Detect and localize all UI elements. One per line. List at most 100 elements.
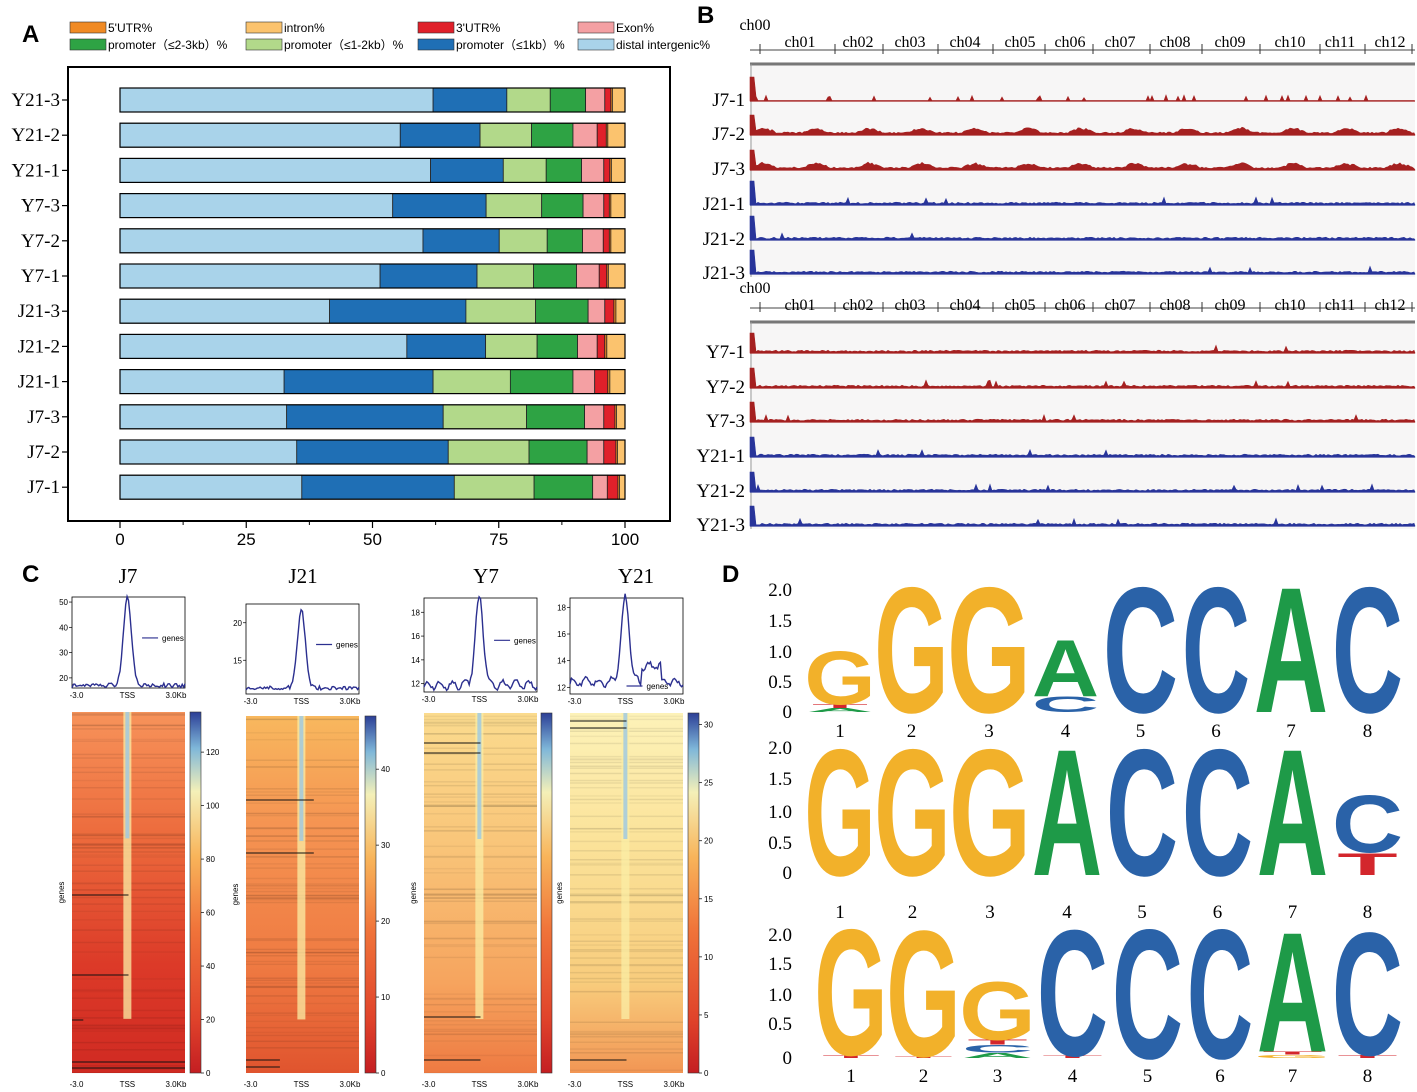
heatmap-noise [246,1020,359,1023]
logo-letter-C: C [962,1043,1033,1055]
bar-segment-exon [576,263,600,289]
chromosome-label: ch06 [1054,34,1085,51]
profile-ytick-label: 50 [59,598,68,607]
logo-letter-A: A [962,1051,1033,1059]
track-signal [749,215,1416,241]
bar-segment-p12 [498,228,548,254]
logo-ytick-label: 1.0 [768,985,792,1006]
heatmap-noise [424,1033,537,1035]
profile-ytick-label: 16 [557,630,566,639]
bar-segment-exon [585,87,606,113]
legend-swatch-exon [577,21,615,34]
panel-letter-d: D [722,561,739,588]
track-signal [749,436,1416,458]
bar-segment-utr3 [603,439,617,465]
colorbar-tick-label: 120 [206,748,220,757]
heatmap-xtick-label: 3.0Kb [340,1080,361,1089]
logo-position-label: 6 [1213,902,1223,923]
track-signal [749,401,1416,423]
heatmap-noise [570,1033,683,1036]
colorbar-tick-label: 0 [381,1069,386,1078]
heatmap-xtick-label: -3.0 [244,1080,258,1089]
track-label: J7-2 [712,124,745,145]
chromosome-label: ch10 [1274,297,1305,314]
chromosome-label: ch09 [1214,297,1245,314]
track-label: Y7-2 [706,377,745,398]
logo-position-label: 8 [1363,721,1373,742]
chromosome-label: ch03 [894,297,925,314]
logo-position-label: 1 [835,902,845,923]
bar-J21-2: J21-2 [18,333,626,359]
bar-segment-p1 [392,193,487,219]
bar-segment-utr3 [596,333,606,359]
bar-Y7-2: Y7-2 [21,228,626,254]
heatmap-noise [72,1068,185,1071]
bar-segment-exon [577,333,598,359]
legend-swatch-p23 [69,38,107,51]
logo-letter-C: C [1112,892,1183,1092]
category-label: Y7-1 [21,266,60,287]
bar-outline [119,474,626,500]
bar-segment-p23 [526,404,586,430]
bar-segment-intron [615,298,626,324]
bar-segment-p1 [432,87,508,113]
bar-Y7-1: Y7-1 [21,263,626,289]
chromosome-label: ch07 [1104,34,1135,51]
heatmap-row-label: genes [57,882,66,904]
heatmap-noise [424,1028,537,1031]
heatmap-tss-signal [475,713,484,1019]
colorbar [189,711,202,1074]
x-tick-label: 100 [611,530,639,549]
logo-letter-A: A [1032,624,1099,714]
logo-letter-G: G [814,893,887,1092]
heatmap-noise [570,1041,683,1044]
bar-segment-exon [581,157,605,183]
logo-position-label: 7 [1288,1066,1298,1087]
bar-segment-p23 [536,333,578,359]
bar-segment-p23 [546,228,583,254]
bar-segment-intron [607,122,626,148]
heatmap-noise [424,1054,537,1057]
profile-line [71,593,186,689]
heatmap-noise [72,1030,185,1032]
legend-swatch-intron [245,21,283,34]
chromosome-label: ch04 [949,297,980,314]
colorbar [687,712,700,1074]
bar-segment-p23 [541,193,584,219]
bar-segment-distal [119,333,408,359]
plot-frame [67,66,671,522]
bar-outline [119,122,626,148]
heatmap-noise [570,1032,683,1034]
legend-label-intron: intron% [284,21,325,35]
colorbar-tick-label: 0 [704,1069,709,1078]
bar-segment-p1 [296,439,449,465]
heatmap-noise [72,1071,185,1074]
bar-outline [119,439,626,465]
colorbar-tick-label: 15 [704,895,713,904]
bar-segment-intron [607,263,626,289]
bar-outline [119,263,626,289]
bar-J7-3: J7-3 [27,404,626,430]
logo-position-label: 5 [1143,1066,1153,1087]
bar-segment-p23 [531,122,574,148]
logo-ytick-label: 0 [783,863,793,884]
bar-segment-exon [572,369,596,395]
panel-a-bar-chart: 5'UTR% intron% 3'UTR% Exon% promoter（≤2-3kb）… [11,21,710,549]
track-group-2: ch00 ch01 ch02 ch03 ch04 ch05 ch06 ch07 ch08 ch09… [696,280,1416,536]
bar-segment-p23 [528,439,588,465]
bar-segment-utr3 [603,193,610,219]
legend-label-p1: promoter（≤1kb）% [456,38,565,52]
bar-outline [119,369,626,395]
colorbar-tick-label: 100 [206,802,220,811]
bar-outline [119,228,626,254]
heatmap-noise [72,1041,185,1044]
bar-outline [119,404,626,430]
track-signal [749,149,1416,171]
bar-segment-distal [119,439,298,465]
x-tick-label: 75 [489,530,508,549]
heatmap-noise [72,1027,185,1029]
bar-segment-p1 [430,157,504,183]
bar-segment-exon [592,474,608,500]
logo-position-label: 2 [919,1066,929,1087]
bar-segment-p12 [485,193,543,219]
